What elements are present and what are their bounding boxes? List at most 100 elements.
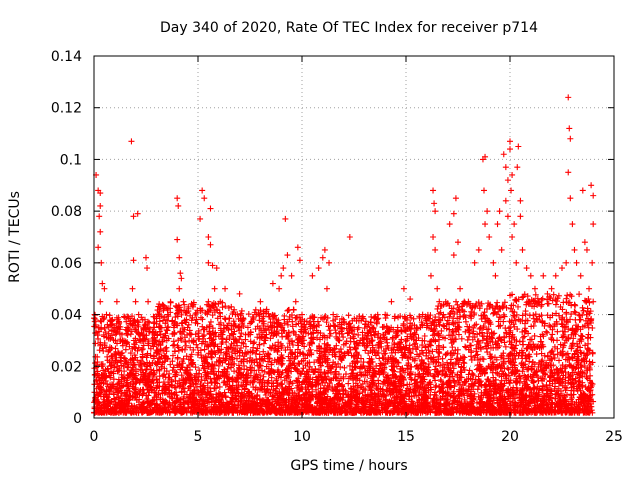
data-point: [141, 361, 148, 368]
data-point: [341, 364, 348, 371]
data-point: [146, 379, 153, 386]
data-point: [242, 349, 249, 356]
data-point: [140, 342, 147, 349]
data-point: [127, 392, 134, 399]
data-point: [137, 387, 144, 394]
data-point: [93, 329, 100, 336]
data-point: [167, 299, 174, 306]
data-point: [118, 406, 125, 413]
data-point: [95, 384, 102, 391]
data-point: [139, 351, 146, 358]
data-point: [151, 353, 158, 360]
data-point: [92, 340, 99, 347]
data-point: [128, 409, 135, 416]
data-point: [137, 359, 144, 366]
data-point: [201, 346, 208, 353]
data-point: [449, 344, 456, 351]
data-point: [465, 333, 472, 340]
data-point: [106, 312, 113, 319]
data-point: [135, 344, 142, 351]
data-point: [331, 323, 338, 330]
data-point: [108, 317, 115, 324]
data-point: [144, 399, 151, 406]
data-point: [121, 375, 128, 382]
data-point: [433, 382, 440, 389]
data-point: [143, 354, 150, 361]
data-point: [95, 408, 102, 415]
data-point: [131, 352, 138, 359]
data-point: [286, 306, 293, 313]
data-point: [122, 346, 129, 353]
data-point: [124, 389, 131, 396]
data-point: [123, 401, 130, 408]
data-point: [143, 332, 150, 339]
data-point: [117, 323, 124, 330]
data-point: [105, 397, 112, 404]
data-point: [106, 344, 113, 351]
data-point: [188, 331, 195, 338]
data-point: [138, 371, 145, 378]
data-point: [112, 345, 119, 352]
data-point: [121, 355, 128, 362]
data-point: [252, 350, 259, 357]
data-point: [148, 387, 155, 394]
data-point: [127, 370, 134, 377]
data-point: [326, 327, 333, 334]
data-point: [118, 399, 125, 406]
data-point: [115, 318, 122, 325]
data-point: [153, 315, 160, 322]
data-point: [142, 381, 149, 388]
data-point: [111, 395, 118, 402]
data-point: [137, 377, 144, 384]
data-point: [124, 331, 131, 338]
data-point: [150, 343, 157, 350]
data-point: [219, 304, 226, 311]
data-point: [106, 372, 113, 379]
data-point: [138, 346, 145, 353]
data-point: [101, 314, 108, 321]
data-point: [108, 369, 115, 376]
data-point: [140, 390, 147, 397]
data-point: [132, 409, 139, 416]
data-point: [127, 331, 134, 338]
data-point: [131, 394, 138, 401]
data-point: [93, 362, 100, 369]
data-point: [113, 357, 120, 364]
data-point: [130, 379, 137, 386]
data-point: [99, 345, 106, 352]
data-point: [207, 318, 214, 325]
data-point: [131, 372, 138, 379]
data-point: [212, 329, 219, 336]
data-point: [95, 374, 102, 381]
data-point: [218, 340, 225, 347]
data-point: [104, 353, 111, 360]
data-point: [108, 316, 115, 323]
data-point: [245, 311, 252, 318]
data-point: [140, 400, 147, 407]
data-point: [100, 331, 107, 338]
data-point: [115, 380, 122, 387]
data-point: [224, 365, 231, 372]
data-point: [129, 345, 136, 352]
data-point: [123, 341, 130, 348]
data-point: [171, 341, 178, 348]
data-point: [109, 383, 116, 390]
data-point: [127, 393, 134, 400]
data-point: [453, 298, 460, 305]
data-point: [94, 381, 101, 388]
data-point: [127, 357, 134, 364]
data-point: [133, 368, 140, 375]
data-point: [118, 390, 125, 397]
data-point: [222, 316, 229, 323]
data-point: [137, 366, 144, 373]
data-point: [345, 312, 352, 319]
data-point: [119, 383, 126, 390]
data-point: [458, 335, 465, 342]
data-point: [150, 337, 157, 344]
data-point: [443, 351, 450, 358]
data-point: [131, 318, 138, 325]
data-point: [130, 362, 137, 369]
data-point: [110, 328, 117, 335]
data-point: [173, 310, 180, 317]
